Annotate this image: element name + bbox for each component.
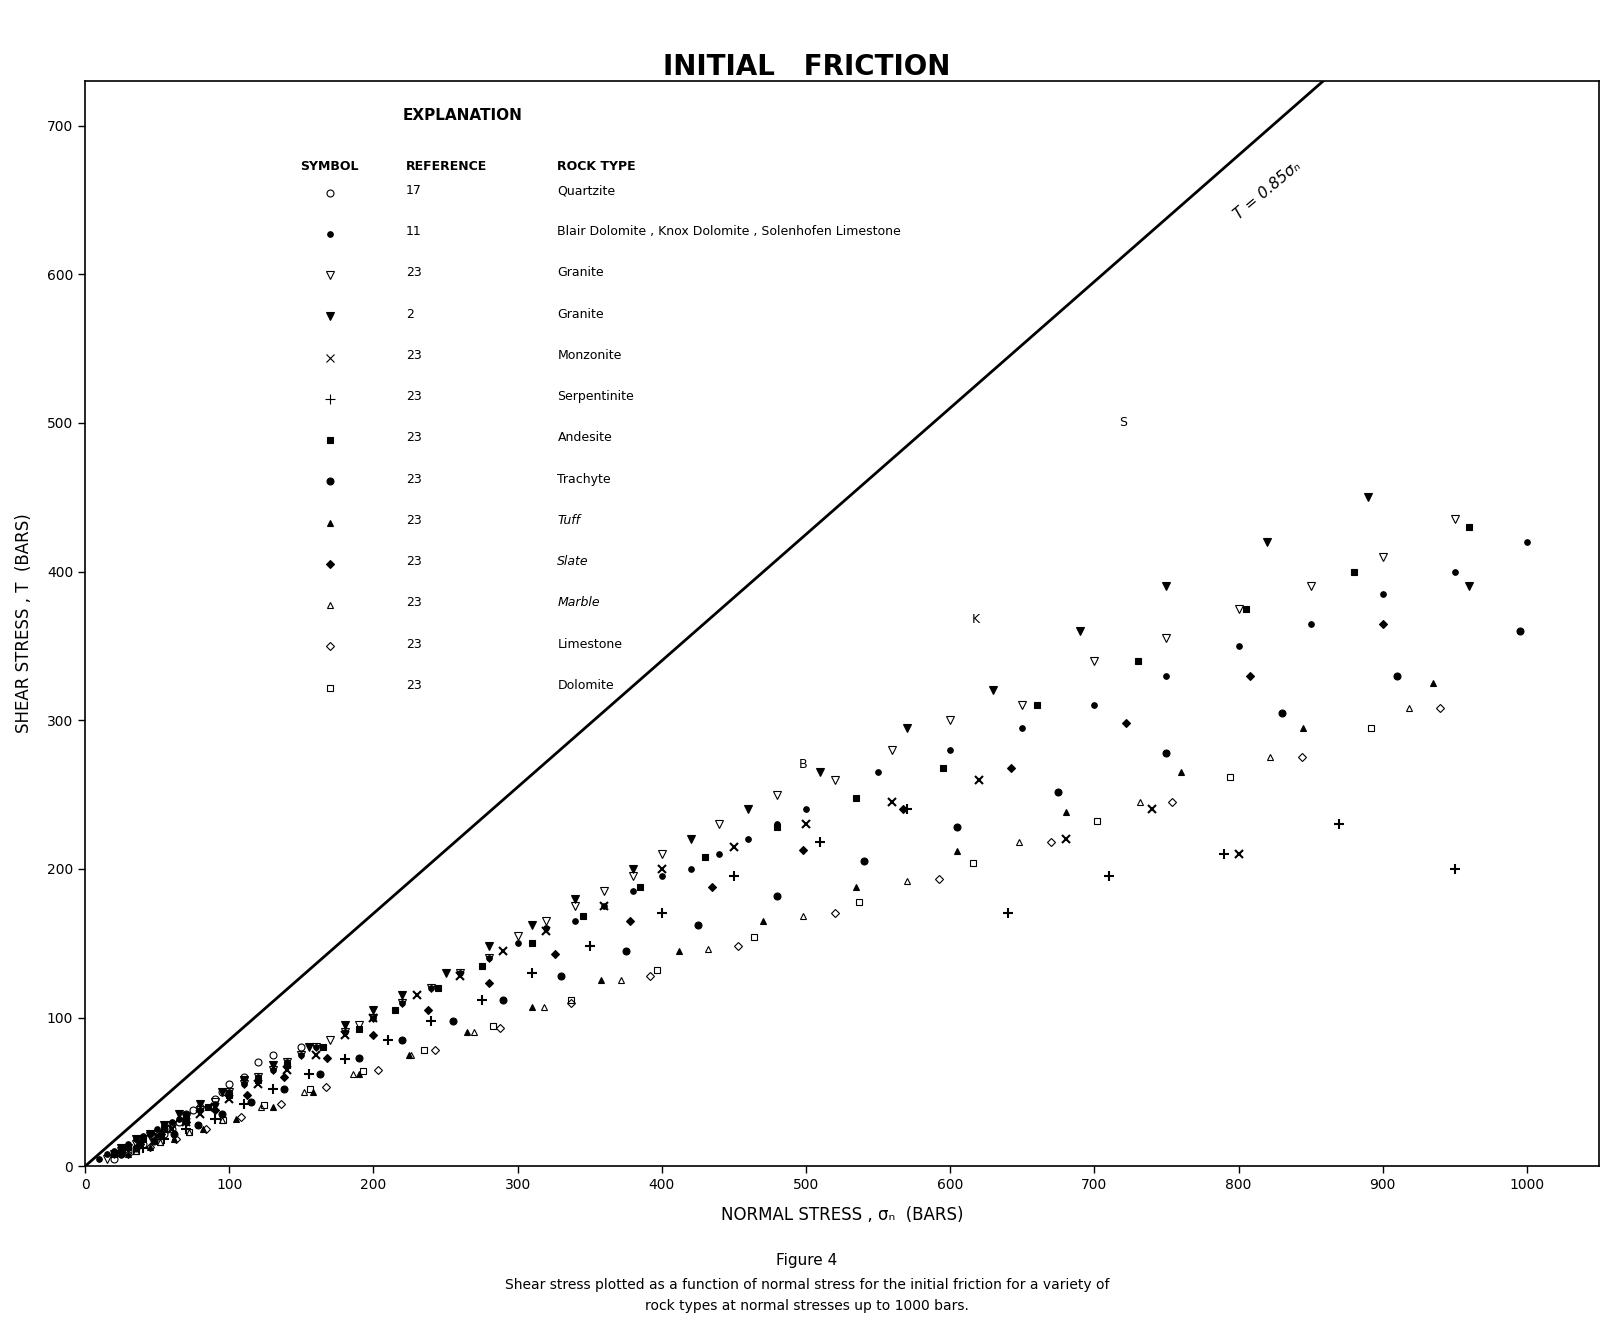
Text: Marble: Marble [557, 597, 600, 609]
Text: Limestone: Limestone [557, 638, 623, 651]
Text: Granite: Granite [557, 307, 604, 320]
Y-axis label: SHEAR STRESS , T  (BARS): SHEAR STRESS , T (BARS) [15, 514, 32, 733]
Text: 23: 23 [407, 431, 421, 444]
Text: B: B [799, 758, 807, 771]
Text: Blair Dolomite , Knox Dolomite , Solenhofen Limestone: Blair Dolomite , Knox Dolomite , Solenho… [557, 225, 901, 239]
Text: Quartzite: Quartzite [557, 185, 615, 196]
Text: REFERENCE: REFERENCE [407, 159, 487, 173]
Text: 23: 23 [407, 638, 421, 651]
Text: EXPLANATION: EXPLANATION [404, 108, 523, 123]
Text: Trachyte: Trachyte [557, 473, 612, 486]
Text: 23: 23 [407, 266, 421, 279]
Text: 23: 23 [407, 349, 421, 362]
Text: Dolomite: Dolomite [557, 679, 613, 692]
Text: Andesite: Andesite [557, 431, 612, 444]
Text: 23: 23 [407, 597, 421, 609]
Text: Monzonite: Monzonite [557, 349, 621, 362]
Text: 2: 2 [407, 307, 413, 320]
Text: INITIAL   FRICTION: INITIAL FRICTION [663, 53, 951, 80]
Text: 23: 23 [407, 390, 421, 403]
Text: Granite: Granite [557, 266, 604, 279]
Text: 17: 17 [407, 185, 421, 196]
Text: Tuff: Tuff [557, 514, 581, 527]
Text: Slate: Slate [557, 555, 589, 568]
Text: Figure 4: Figure 4 [776, 1253, 838, 1268]
Text: 23: 23 [407, 473, 421, 486]
Text: T = 0.85σₙ: T = 0.85σₙ [1231, 158, 1304, 223]
Text: Serpentinite: Serpentinite [557, 390, 634, 403]
Text: 23: 23 [407, 514, 421, 527]
Text: 23: 23 [407, 679, 421, 692]
Text: Shear stress plotted as a function of normal stress for the initial friction for: Shear stress plotted as a function of no… [505, 1278, 1109, 1292]
Text: S: S [1119, 416, 1127, 430]
Text: rock types at normal stresses up to 1000 bars.: rock types at normal stresses up to 1000… [646, 1300, 968, 1313]
Text: 11: 11 [407, 225, 421, 239]
Text: SYMBOL: SYMBOL [300, 159, 358, 173]
Text: ROCK TYPE: ROCK TYPE [557, 159, 636, 173]
Text: 23: 23 [407, 555, 421, 568]
X-axis label: NORMAL STRESS , σₙ  (BARS): NORMAL STRESS , σₙ (BARS) [721, 1206, 964, 1224]
Text: K: K [972, 613, 980, 626]
